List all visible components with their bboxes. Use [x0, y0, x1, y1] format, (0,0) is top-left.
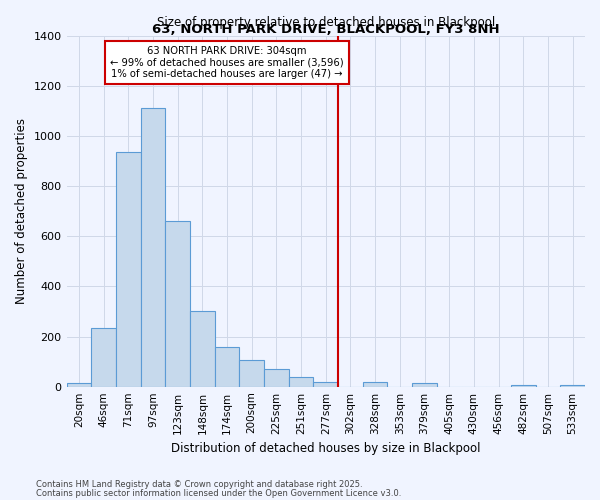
- Bar: [67, 383, 91, 386]
- Bar: [165, 221, 190, 386]
- Bar: [190, 312, 215, 386]
- Title: 63, NORTH PARK DRIVE, BLACKPOOL, FY3 8NH: 63, NORTH PARK DRIVE, BLACKPOOL, FY3 8NH: [152, 22, 500, 36]
- Text: Size of property relative to detached houses in Blackpool: Size of property relative to detached ho…: [157, 16, 495, 28]
- Bar: [116, 152, 140, 386]
- Bar: [140, 108, 165, 386]
- Bar: [289, 377, 313, 386]
- Text: Contains public sector information licensed under the Open Government Licence v3: Contains public sector information licen…: [36, 488, 401, 498]
- Bar: [412, 383, 437, 386]
- Bar: [239, 360, 264, 386]
- Bar: [313, 382, 338, 386]
- X-axis label: Distribution of detached houses by size in Blackpool: Distribution of detached houses by size …: [171, 442, 481, 455]
- Bar: [264, 369, 289, 386]
- Y-axis label: Number of detached properties: Number of detached properties: [15, 118, 28, 304]
- Text: Contains HM Land Registry data © Crown copyright and database right 2025.: Contains HM Land Registry data © Crown c…: [36, 480, 362, 489]
- Text: 63 NORTH PARK DRIVE: 304sqm
← 99% of detached houses are smaller (3,596)
1% of s: 63 NORTH PARK DRIVE: 304sqm ← 99% of det…: [110, 46, 344, 79]
- Bar: [91, 328, 116, 386]
- Bar: [215, 346, 239, 387]
- Bar: [363, 382, 388, 386]
